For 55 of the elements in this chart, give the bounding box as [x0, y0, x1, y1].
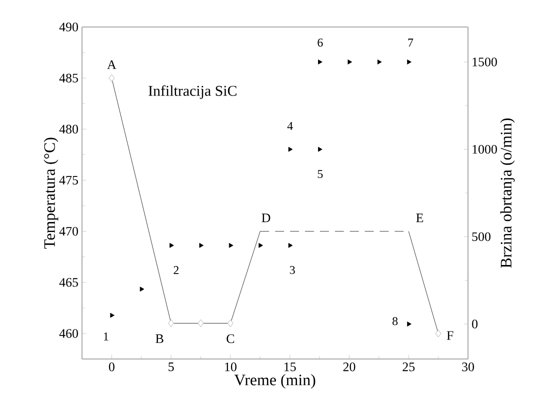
- annotation: 5: [318, 170, 323, 178]
- point: [170, 242, 174, 248]
- annotation: 7: [408, 38, 414, 47]
- y2-tick-label: 1000: [472, 144, 497, 154]
- point: [435, 330, 442, 338]
- y-tick-label: 480: [59, 124, 78, 134]
- y-tick-label: 460: [59, 329, 78, 338]
- point: [318, 60, 322, 64]
- y2-tick-label: 1500: [472, 58, 497, 66]
- annotation: Infiltracija SiC: [148, 85, 236, 99]
- x-tick-label: 0: [108, 362, 114, 372]
- point: [258, 242, 263, 248]
- x-tick-label: 25: [402, 362, 415, 372]
- y-axis-title: Temperatura (°C): [44, 138, 58, 249]
- point: [140, 286, 144, 292]
- y-tick-label: 465: [59, 278, 78, 287]
- point: [110, 312, 114, 318]
- point: [288, 146, 293, 152]
- point: [108, 74, 115, 82]
- y-tick-label: 490: [59, 22, 78, 32]
- annotation: 2: [174, 266, 179, 274]
- y2-axis-title: Brzina obrtanja (o/min): [500, 118, 515, 268]
- point: [348, 60, 352, 64]
- x-tick-label: 20: [343, 362, 356, 372]
- x-tick-label: 30: [462, 362, 474, 372]
- x-axis-title: Vreme (min): [234, 374, 316, 389]
- y2-tick-label: 500: [472, 232, 490, 242]
- y2-tick-label: 0: [472, 320, 478, 328]
- point: [407, 60, 412, 64]
- annotation: D: [262, 214, 270, 222]
- annotation: 1: [104, 332, 108, 340]
- y-tick-label: 470: [59, 226, 78, 236]
- point: [288, 242, 293, 248]
- y-tick-label: 475: [59, 176, 78, 185]
- annotation: A: [107, 60, 116, 69]
- annotation: 8: [392, 317, 398, 326]
- x-tick-label: 15: [284, 362, 296, 372]
- annotation: 6: [318, 38, 323, 47]
- point: [318, 146, 322, 152]
- point: [198, 319, 204, 328]
- point: [228, 242, 234, 248]
- annotation: C: [226, 334, 234, 344]
- x-tick-label: 5: [168, 362, 174, 372]
- point: [168, 319, 174, 328]
- point: [199, 242, 204, 248]
- annotation: 4: [287, 122, 293, 130]
- x-tick-label: 10: [225, 362, 236, 372]
- annotation: E: [416, 214, 424, 222]
- annotation: B: [156, 334, 164, 343]
- y-tick-label: 485: [59, 74, 78, 82]
- point: [407, 322, 412, 326]
- annotation: F: [446, 331, 454, 340]
- point: [228, 319, 234, 328]
- point: [377, 60, 382, 64]
- annotation: 3: [290, 266, 295, 274]
